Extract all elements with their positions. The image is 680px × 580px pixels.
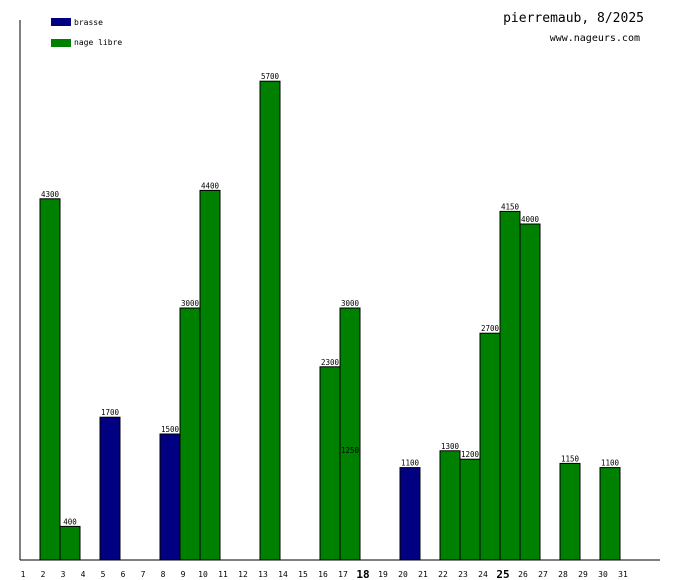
x-tick-label-day-31: 31 [618, 570, 628, 579]
bar-nage-libre-day-23 [459, 458, 481, 561]
value-label-nage-libre-day-25: 4150 [501, 202, 520, 211]
x-tick-label-day-18: 18 [356, 568, 369, 580]
chart-value-labels: 1700 1500 1250 1100 4300 400 3000 4400 5700 2300 3… [41, 72, 620, 526]
bar-nage-libre-day-22 [439, 450, 461, 561]
value-label-nage-libre-day-17: 3000 [341, 299, 360, 308]
value-label-nage-libre-day-9: 3000 [181, 299, 200, 308]
bar-brasse-day-8 [159, 433, 181, 561]
bar-nage-libre-day-10 [199, 189, 221, 561]
x-tick-label-day-17: 17 [338, 570, 348, 579]
bar-nage-libre-day-25 [499, 210, 521, 561]
x-tick-label-day-14: 14 [278, 570, 288, 579]
bar-nage-libre-day-13 [259, 80, 281, 561]
x-tick-label-day-20: 20 [398, 570, 408, 579]
x-tick-label-day-29: 29 [578, 570, 588, 579]
x-tick-label-day-13: 13 [258, 570, 268, 579]
x-tick-label-day-24: 24 [478, 570, 488, 579]
bar-nage-libre-day-30 [599, 467, 621, 561]
bar-brasse-day-5 [99, 416, 121, 561]
legend-label-nage-libre: nage libre [74, 38, 122, 47]
x-tick-label-day-15: 15 [298, 570, 308, 579]
value-label-brasse-day-17: 1250 [341, 446, 360, 455]
value-label-brasse-day-5: 1700 [101, 408, 120, 417]
value-label-nage-libre-day-23: 1200 [461, 450, 480, 459]
x-tick-label-day-10: 10 [198, 570, 208, 579]
x-tick-label-day-28: 28 [558, 570, 568, 579]
x-tick-label-day-21: 21 [418, 570, 428, 579]
value-label-nage-libre-day-2: 4300 [41, 190, 60, 199]
value-label-nage-libre-day-24: 2700 [481, 324, 500, 333]
x-tick-label-day-19: 19 [378, 570, 388, 579]
legend-swatch-nage-libre [51, 39, 71, 47]
x-tick-label-day-16: 16 [318, 570, 328, 579]
chart-x-tick-labels: 1 2 3 4 5 6 7 8 9 10 11 12 13 14 15 16 17 18 19 20 21 22 23 24 2… [21, 568, 628, 580]
value-label-nage-libre-day-28: 1150 [561, 454, 580, 463]
bar-brasse-day-20 [399, 467, 421, 561]
bar-nage-libre-day-9 [179, 307, 201, 561]
chart-legend: brasse nage libre [51, 18, 122, 47]
x-tick-label-day-2: 2 [41, 570, 46, 579]
site-url: www.nageurs.com [550, 33, 640, 44]
legend-swatch-brasse [51, 18, 71, 26]
x-tick-label-day-5: 5 [101, 570, 106, 579]
value-label-nage-libre-day-26: 4000 [521, 215, 540, 224]
value-label-nage-libre-day-16: 2300 [321, 358, 340, 367]
chart-title: pierremaub, 8/2025 [503, 11, 644, 26]
x-tick-label-day-9: 9 [181, 570, 186, 579]
bar-nage-libre-day-28 [559, 462, 581, 561]
x-tick-label-day-23: 23 [458, 570, 468, 579]
x-tick-label-day-8: 8 [161, 570, 166, 579]
value-label-brasse-day-20: 1100 [401, 459, 420, 468]
value-label-nage-libre-day-22: 1300 [441, 442, 460, 451]
x-tick-label-day-3: 3 [61, 570, 66, 579]
chart-bars [39, 80, 621, 561]
x-tick-label-day-6: 6 [121, 570, 126, 579]
x-tick-label-day-25: 25 [496, 568, 509, 580]
bar-nage-libre-day-26 [519, 223, 541, 561]
x-tick-label-day-4: 4 [81, 570, 86, 579]
value-label-nage-libre-day-3: 400 [63, 517, 77, 526]
bar-nage-libre-day-24 [479, 332, 501, 561]
value-label-nage-libre-day-13: 5700 [261, 72, 280, 81]
x-tick-label-day-12: 12 [238, 570, 248, 579]
value-label-brasse-day-8: 1500 [161, 425, 180, 434]
bar-nage-libre-day-2 [39, 198, 61, 561]
x-tick-label-day-22: 22 [438, 570, 448, 579]
bar-nage-libre-day-16 [319, 366, 341, 561]
value-label-nage-libre-day-10: 4400 [201, 181, 220, 190]
x-tick-label-day-11: 11 [218, 570, 228, 579]
bar-nage-libre-day-17 [339, 307, 361, 561]
x-tick-label-day-7: 7 [141, 570, 146, 579]
x-tick-label-day-30: 30 [598, 570, 608, 579]
x-tick-label-day-26: 26 [518, 570, 528, 579]
bar-nage-libre-day-3 [59, 525, 81, 561]
x-tick-label-day-27: 27 [538, 570, 548, 579]
value-label-nage-libre-day-30: 1100 [601, 459, 620, 468]
legend-label-brasse: brasse [74, 18, 103, 27]
x-tick-label-day-1: 1 [21, 570, 26, 579]
